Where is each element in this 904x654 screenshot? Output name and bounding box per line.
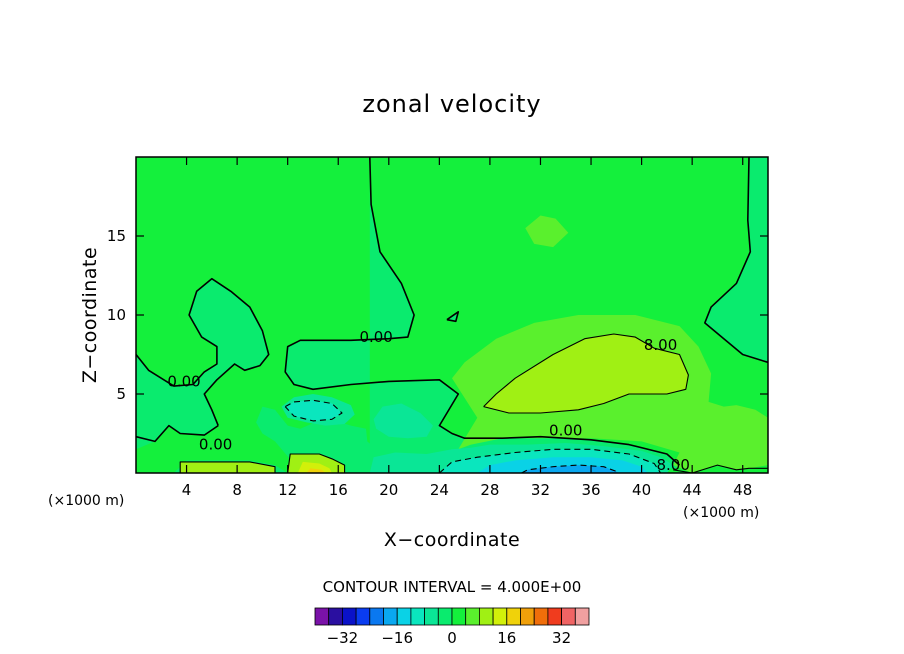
colorbar-tick-label: −32 bbox=[327, 629, 359, 647]
x-tick-label: 4 bbox=[182, 481, 192, 499]
y-axis-label: Z−coordinate bbox=[79, 247, 101, 383]
x-unit-right: (×1000 m) bbox=[683, 505, 759, 521]
contour-label: 0.00 bbox=[549, 421, 582, 439]
x-tick-label: 20 bbox=[379, 481, 398, 499]
x-axis-label: X−coordinate bbox=[384, 529, 520, 551]
x-tick-label: 8 bbox=[232, 481, 242, 499]
colorbar-tick-label: 32 bbox=[552, 629, 571, 647]
contour-line bbox=[179, 461, 276, 473]
contour-fill-region bbox=[525, 215, 569, 248]
colorbar-swatch bbox=[410, 607, 425, 626]
colorbar-swatch bbox=[314, 607, 330, 626]
colorbar-swatch bbox=[383, 607, 398, 626]
colorbar bbox=[314, 607, 590, 626]
colorbar-swatch bbox=[506, 607, 521, 626]
contour-line bbox=[446, 310, 460, 323]
y-tick-label: 15 bbox=[107, 227, 126, 245]
y-tick-label: 5 bbox=[116, 385, 126, 403]
y-tick-label: 10 bbox=[107, 306, 126, 324]
contour-line bbox=[136, 277, 270, 426]
contour-fill-region bbox=[297, 461, 332, 473]
contour-fill-region bbox=[173, 157, 680, 473]
contour-fill-region bbox=[285, 400, 342, 421]
colorbar-swatch bbox=[424, 607, 439, 626]
contour-label: 8.00 bbox=[656, 456, 689, 474]
contour-fill-region bbox=[521, 465, 619, 473]
contour-line bbox=[136, 424, 219, 443]
colorbar-swatch bbox=[355, 607, 371, 626]
x-tick-label: 28 bbox=[480, 481, 499, 499]
x-unit-left: (×1000 m) bbox=[48, 493, 124, 509]
colorbar-swatch bbox=[396, 607, 412, 626]
contour-fill-region bbox=[136, 278, 269, 450]
colorbar-swatch bbox=[520, 607, 535, 626]
contour-label: 0.00 bbox=[359, 328, 392, 346]
x-tick-label: 48 bbox=[733, 481, 752, 499]
x-tick-label: 36 bbox=[581, 481, 600, 499]
contour-lines bbox=[136, 157, 768, 473]
chart-title: zonal velocity bbox=[362, 90, 541, 118]
colorbar-swatch bbox=[437, 607, 453, 626]
colorbar-swatch bbox=[341, 607, 357, 626]
contour-label: 0.00 bbox=[199, 436, 232, 454]
x-tick-label: 16 bbox=[329, 481, 348, 499]
colorbar-swatch bbox=[478, 607, 494, 626]
contour-line bbox=[284, 399, 343, 422]
contour-label: 0.00 bbox=[167, 372, 200, 390]
colorbar-swatch bbox=[533, 607, 549, 626]
contour-fill-region bbox=[306, 468, 326, 473]
contour-fill-region bbox=[704, 157, 768, 363]
contour-line bbox=[287, 453, 346, 473]
x-tick-label: 32 bbox=[531, 481, 550, 499]
colorbar-swatch bbox=[561, 607, 576, 626]
contour-fill-region bbox=[373, 403, 433, 439]
contour-labels: 0.00 0.00 0.00 0.00 8.00 8.00 bbox=[167, 328, 690, 474]
y-axis-ticks: 5 10 15 bbox=[107, 227, 768, 403]
colorbar-swatch bbox=[492, 607, 508, 626]
x-tick-label: 40 bbox=[632, 481, 651, 499]
colorbar-swatch bbox=[547, 607, 563, 626]
contour-line bbox=[703, 157, 768, 364]
contour-line bbox=[439, 448, 662, 473]
colorbar-tick-label: 16 bbox=[497, 629, 516, 647]
colorbar-swatch bbox=[369, 607, 384, 626]
contour-label: 8.00 bbox=[644, 336, 677, 354]
colorbar-swatch bbox=[465, 607, 480, 626]
colorbar-swatch bbox=[451, 607, 467, 626]
contour-fills bbox=[136, 157, 768, 473]
colorbar-swatch bbox=[574, 607, 590, 626]
colorbar-tick-label: 0 bbox=[447, 629, 457, 647]
contour-line bbox=[284, 157, 681, 466]
contour-interval-text: CONTOUR INTERVAL = 4.000E+00 bbox=[323, 578, 582, 596]
x-tick-label: 44 bbox=[683, 481, 702, 499]
x-tick-label: 24 bbox=[430, 481, 449, 499]
x-axis-ticks: 4 8 12 16 20 24 28 32 36 40 44 48 bbox=[182, 157, 752, 499]
x-tick-label: 12 bbox=[278, 481, 297, 499]
colorbar-tick-label: −16 bbox=[381, 629, 413, 647]
colorbar-swatch bbox=[328, 607, 343, 626]
colorbar-tick-labels: −32 −16 0 16 32 bbox=[327, 629, 572, 647]
contour-line bbox=[483, 333, 689, 414]
contour-fill-region bbox=[180, 461, 275, 473]
contour-fill-region bbox=[483, 334, 689, 413]
